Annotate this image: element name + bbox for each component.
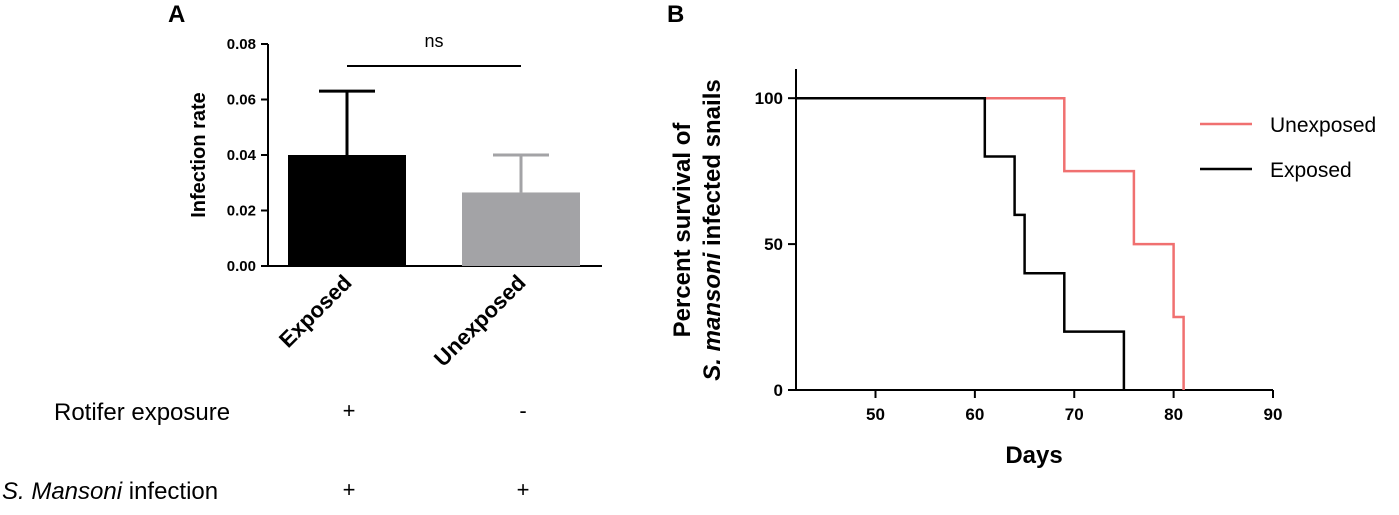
x-tick-label: 50 <box>866 405 885 424</box>
panel-a-categories: Exposed Unexposed <box>274 270 531 372</box>
category-label: Exposed <box>274 270 357 353</box>
panel-b-y-axis-title-line1: Percent survival of <box>669 122 696 338</box>
y-tick-label: 0.08 <box>227 36 256 53</box>
condition-label: S. Mansoni infection <box>2 478 218 505</box>
panel-b-letter: B <box>667 1 684 28</box>
y-tick-label: 0.00 <box>227 258 256 275</box>
condition-value: + <box>517 477 530 502</box>
panel-a-bars <box>288 89 580 266</box>
y-tick-label: 0.04 <box>227 147 257 164</box>
y-tick-label: 0.02 <box>227 203 256 220</box>
category-label: Unexposed <box>429 270 531 372</box>
panel-b-series <box>796 96 1185 390</box>
condition-label: Rotifer exposure <box>54 399 230 426</box>
condition-value: - <box>519 398 526 423</box>
condition-value: + <box>343 398 356 423</box>
x-tick-label: 90 <box>1264 405 1283 424</box>
series-line-unexposed <box>796 96 1185 390</box>
condition-table: Rotifer exposure + - S. Mansoni infection + + <box>2 398 529 505</box>
panel-b-x-axis-title: Days <box>1005 442 1062 469</box>
bar <box>288 155 406 266</box>
legend-label: Unexposed <box>1270 114 1376 137</box>
y-tick-label: 100 <box>755 89 783 108</box>
panel-a-y-axis-title: Infection rate <box>188 92 210 218</box>
legend-label: Exposed <box>1270 159 1352 182</box>
x-tick-label: 60 <box>965 405 984 424</box>
condition-label-text: infection <box>122 478 218 505</box>
y-tick-label: 0.06 <box>227 92 256 109</box>
condition-label-text: Rotifer exposure <box>54 399 230 426</box>
x-tick-label: 80 <box>1164 405 1183 424</box>
y-tick-label: 0 <box>774 381 783 400</box>
bar <box>462 192 580 266</box>
x-tick-label: 70 <box>1065 405 1084 424</box>
panel-b: B 50 60 70 80 90 0 50 100 Unexposed Exposed Days… <box>667 1 1376 469</box>
panel-a-letter: A <box>168 1 185 28</box>
condition-label-italic: S. Mansoni <box>2 478 123 505</box>
significance-bracket: ns <box>347 31 521 67</box>
panel-b-y-axis-title-italic: S. mansoni <box>699 251 726 380</box>
panel-b-legend: Unexposed Exposed <box>1200 114 1376 182</box>
significance-label: ns <box>424 31 443 51</box>
panel-b-y-axis-title-rest: infected snails <box>699 79 726 252</box>
panel-a: A 0.000.020.040.060.08 Exposed Unexposed … <box>2 1 602 505</box>
panel-b-y-axis-title-line2: S. mansoni infected snails <box>699 79 726 380</box>
panel-b-axes: 50 60 70 80 90 0 50 100 <box>755 69 1283 424</box>
series-line-exposed <box>796 96 1126 390</box>
y-tick-label: 50 <box>764 235 783 254</box>
condition-value: + <box>343 477 356 502</box>
